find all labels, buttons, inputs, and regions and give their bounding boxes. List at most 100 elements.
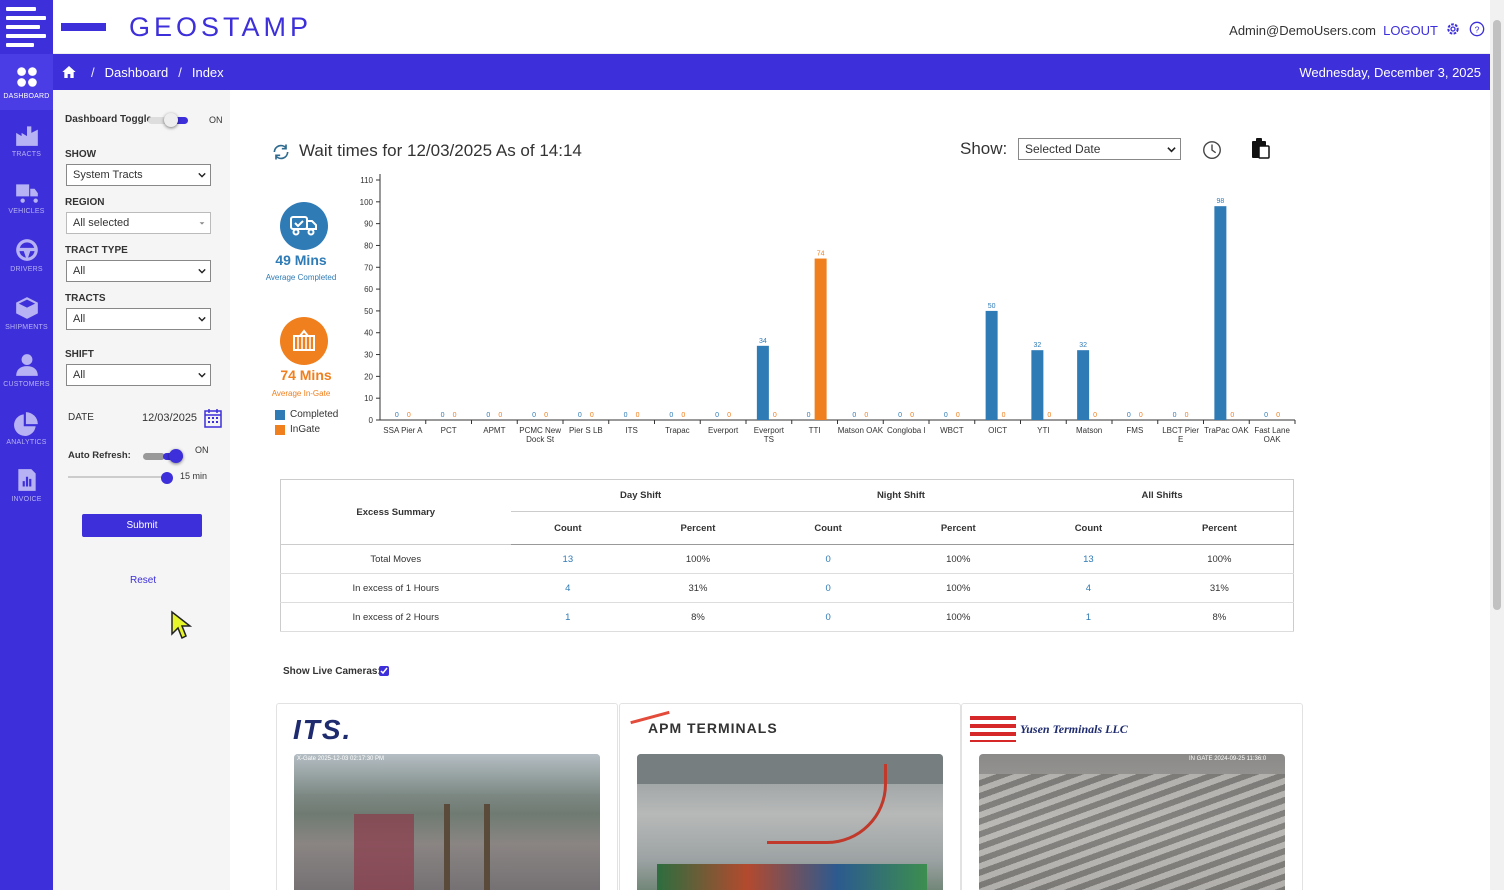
auto-refresh-toggle[interactable] xyxy=(141,449,185,463)
menu-icon[interactable] xyxy=(0,0,53,54)
scrollbar[interactable] xyxy=(1490,0,1504,890)
rail-item-vehicles[interactable]: VEHICLES xyxy=(0,169,53,225)
y-tick-label: 90 xyxy=(364,220,373,229)
analytics-icon xyxy=(13,412,38,436)
submit-button[interactable]: Submit xyxy=(82,514,202,537)
shift-select[interactable]: All xyxy=(66,364,211,386)
camera-feed-its[interactable]: X-Gate 2025-12-03 02:17:30 PM xyxy=(294,754,600,890)
y-tick-label: 20 xyxy=(364,372,373,381)
y-tick-label: 40 xyxy=(364,329,373,338)
rail-item-analytics[interactable]: ANALYTICS xyxy=(0,400,53,456)
yusen-logo: Yusen Terminals LLC xyxy=(1020,722,1128,736)
data-label: 0 xyxy=(532,412,536,419)
y-tick-label: 10 xyxy=(364,394,373,403)
gear-icon[interactable] xyxy=(1445,21,1461,37)
scrollbar-thumb[interactable] xyxy=(1493,20,1501,610)
reset-link[interactable]: Reset xyxy=(130,575,157,586)
camera-card-yusen[interactable]: Yusen Terminals LLC IN GATE 2024-09-25 1… xyxy=(961,703,1303,890)
legend-ingate[interactable]: InGate xyxy=(275,424,320,435)
data-label: 0 xyxy=(669,412,673,419)
live-cameras-label: Show Live Cameras: xyxy=(283,666,381,677)
logout-link[interactable]: LOGOUT xyxy=(1383,23,1438,38)
x-tick-label: SSA Pier A xyxy=(383,426,423,435)
refresh-slider-handle[interactable] xyxy=(161,472,173,484)
data-label: 0 xyxy=(453,412,457,419)
rail-item-tracts[interactable]: TRACTS xyxy=(0,112,53,168)
rail-item-customers[interactable]: CUSTOMERS xyxy=(0,342,53,398)
table-cell-link[interactable]: 0 xyxy=(770,573,886,603)
rail-label: VEHICLES xyxy=(8,208,45,215)
table-cell-link[interactable]: 13 xyxy=(510,544,626,574)
tracts-select[interactable]: All xyxy=(66,308,211,330)
y-tick-label: 30 xyxy=(364,351,373,360)
live-cameras-checkbox[interactable] xyxy=(379,666,389,676)
row-label: In excess of 2 Hours xyxy=(280,602,511,632)
tract-type-select[interactable]: All xyxy=(66,260,211,282)
clipboard-icon[interactable] xyxy=(1250,137,1270,159)
help-icon[interactable]: ? xyxy=(1469,21,1485,37)
table-row: In excess of 2 Hours 1 8% 0 100% 1 8% xyxy=(280,602,1294,632)
ingate-kpi-value: 74 Mins xyxy=(280,367,332,383)
rail-item-dashboard[interactable]: DASHBOARD xyxy=(0,54,53,110)
show-range-label: Show: xyxy=(960,139,1008,158)
legend-completed[interactable]: Completed xyxy=(275,409,338,420)
data-label: 0 xyxy=(852,412,856,419)
table-cell-link[interactable]: 4 xyxy=(1031,573,1146,603)
data-label: 0 xyxy=(1230,412,1234,419)
tract-type-value: All xyxy=(73,265,86,277)
home-icon[interactable] xyxy=(61,64,77,80)
date-input[interactable]: 12/03/2025 xyxy=(142,412,198,424)
x-tick-label: ITS xyxy=(625,426,637,435)
data-label: 0 xyxy=(486,412,490,419)
show-range-select[interactable]: Selected Date xyxy=(1018,138,1181,160)
camera-card-apm[interactable]: APM TERMINALS xyxy=(619,703,961,890)
bar-completed xyxy=(756,345,769,420)
calendar-icon[interactable] xyxy=(204,408,222,428)
rail-item-drivers[interactable]: DRIVERS xyxy=(0,227,53,283)
camera-feed-yusen[interactable]: IN GATE 2024-09-25 11:36:0 xyxy=(979,754,1285,890)
x-tick-label: TraPac OAK xyxy=(1204,426,1249,435)
x-tick-label: Pier S LB xyxy=(569,426,603,435)
table-cell-link[interactable]: 4 xyxy=(510,573,626,603)
camera-feed-apm[interactable] xyxy=(637,754,943,890)
table-cell-link[interactable]: 0 xyxy=(770,602,886,632)
x-tick-label: LBCT Pier E xyxy=(1162,426,1199,444)
rail-item-invoice[interactable]: INVOICE xyxy=(0,457,53,513)
show-select[interactable]: System Tracts xyxy=(66,164,211,186)
x-tick-label: Everport TS xyxy=(754,426,785,444)
data-label: 0 xyxy=(1185,412,1189,419)
data-label: 74 xyxy=(817,251,825,258)
table-cell-link[interactable]: 1 xyxy=(510,602,626,632)
data-label: 0 xyxy=(498,412,502,419)
summary-subhead: Percent xyxy=(625,511,771,545)
y-tick-label: 100 xyxy=(360,198,374,207)
breadcrumb-dashboard[interactable]: Dashboard xyxy=(104,65,169,80)
data-label: 0 xyxy=(681,412,685,419)
data-label: 0 xyxy=(1047,412,1051,419)
y-tick-label: 80 xyxy=(364,241,373,250)
rail-label: ANALYTICS xyxy=(6,439,47,446)
legend-swatch xyxy=(275,409,285,420)
region-label: REGION xyxy=(65,197,105,208)
region-select[interactable]: All selected xyxy=(66,212,211,234)
data-label: 0 xyxy=(1127,412,1131,419)
refresh-icon[interactable] xyxy=(271,142,291,162)
table-row: Total Moves 13 100% 0 100% 13 100% xyxy=(280,544,1294,574)
dashboard-toggle-label: Dashboard Toggle xyxy=(65,114,153,125)
table-cell-link[interactable]: 0 xyxy=(770,544,886,574)
summary-subhead: Count xyxy=(770,511,886,545)
completed-kpi-icon xyxy=(280,202,328,250)
drivers-icon xyxy=(15,239,38,261)
auto-refresh-label: Auto Refresh: xyxy=(68,450,131,461)
dashboard-toggle[interactable] xyxy=(148,113,192,127)
rail-item-shipments[interactable]: SHIPMENTS xyxy=(0,285,53,341)
data-label: 34 xyxy=(759,338,767,345)
table-cell-link[interactable]: 1 xyxy=(1031,602,1146,632)
camera-card-its[interactable]: ITS. X-Gate 2025-12-03 02:17:30 PM xyxy=(276,703,618,890)
bar-completed xyxy=(1077,350,1090,420)
refresh-slider-track[interactable] xyxy=(68,476,168,478)
table-cell-link[interactable]: 13 xyxy=(1031,544,1146,574)
clock-icon[interactable] xyxy=(1201,139,1223,161)
x-tick-label: Trapac xyxy=(665,426,690,435)
data-label: 0 xyxy=(1264,412,1268,419)
